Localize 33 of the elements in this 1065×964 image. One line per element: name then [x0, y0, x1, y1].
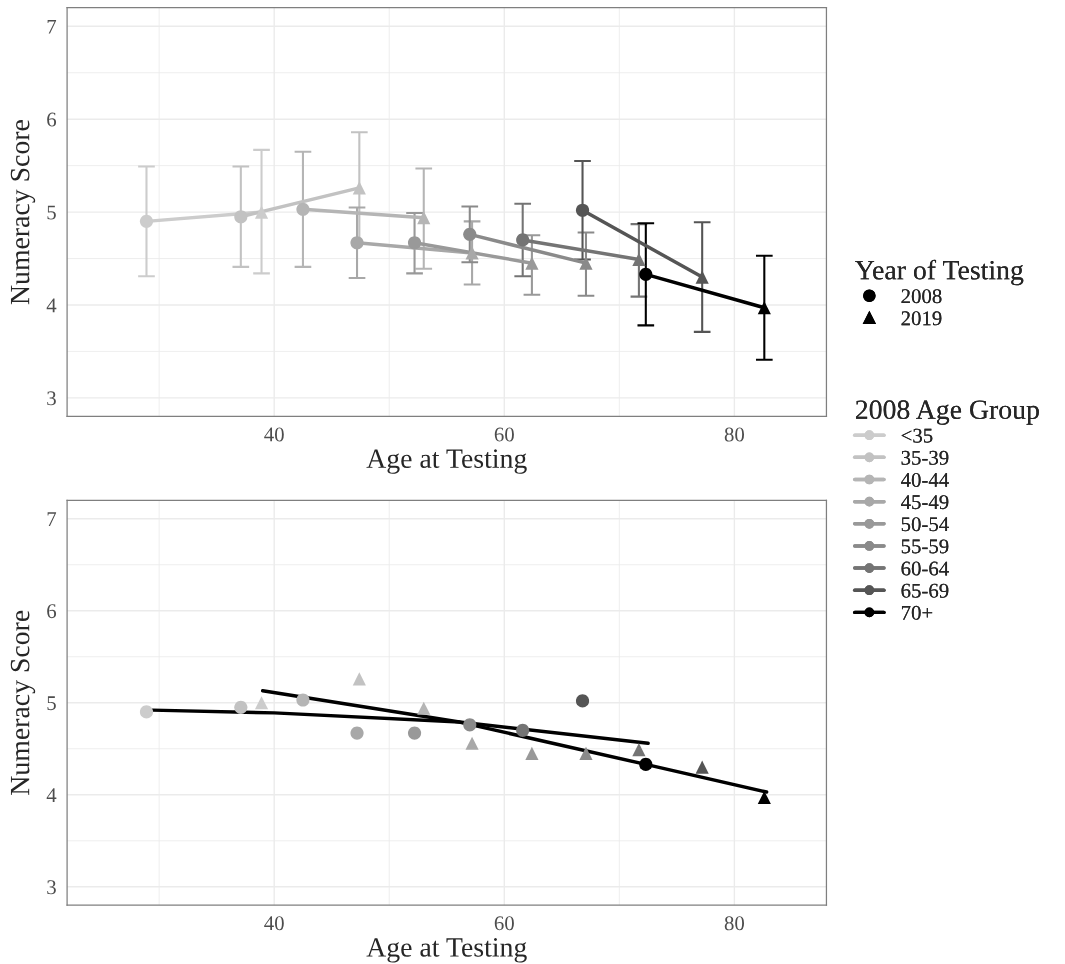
- legend-label: <35: [901, 428, 933, 443]
- y-tick-label: 5: [47, 205, 56, 220]
- y-tick-label: 4: [46, 788, 57, 802]
- y-tick-label: 6: [47, 604, 57, 619]
- y-tick-label: 7: [47, 512, 57, 526]
- legend-label: 35-39: [901, 450, 949, 465]
- x-tick-label: 80: [724, 916, 745, 931]
- legend-label: 45-49: [901, 495, 949, 510]
- x-tick-label: 40: [264, 916, 284, 931]
- x-axis-title: Age at Testing: [366, 938, 527, 963]
- x-tick-label: 60: [494, 427, 514, 442]
- legend-label: 55-59: [901, 539, 949, 554]
- y-axis-title: Numeracy Score: [10, 610, 36, 795]
- x-axis-title: Age at Testing: [366, 449, 527, 474]
- legend-label: 2008: [901, 289, 942, 304]
- y-tick-label: 4: [46, 298, 57, 313]
- legend-label: 40-44: [901, 472, 949, 487]
- legend-label: 65-69: [901, 583, 949, 598]
- legend-label: 50-54: [901, 517, 949, 532]
- legend-label: 70+: [901, 605, 933, 620]
- x-tick-label: 80: [724, 427, 745, 442]
- y-tick-label: 7: [47, 19, 57, 34]
- x-tick-label: 60: [494, 916, 514, 931]
- text: 2008 Age Group: [855, 400, 1039, 425]
- y-tick-label: 3: [47, 880, 56, 895]
- x-tick-label: 40: [264, 427, 284, 442]
- legend-label: 60-64: [901, 561, 949, 576]
- legend-label: 2019: [901, 311, 942, 326]
- y-axis-title: Numeracy Score: [10, 120, 36, 305]
- text: Year of Testing: [855, 259, 1024, 286]
- y-tick-label: 5: [47, 696, 56, 711]
- y-tick-label: 6: [47, 112, 57, 127]
- y-tick-label: 3: [47, 391, 56, 406]
